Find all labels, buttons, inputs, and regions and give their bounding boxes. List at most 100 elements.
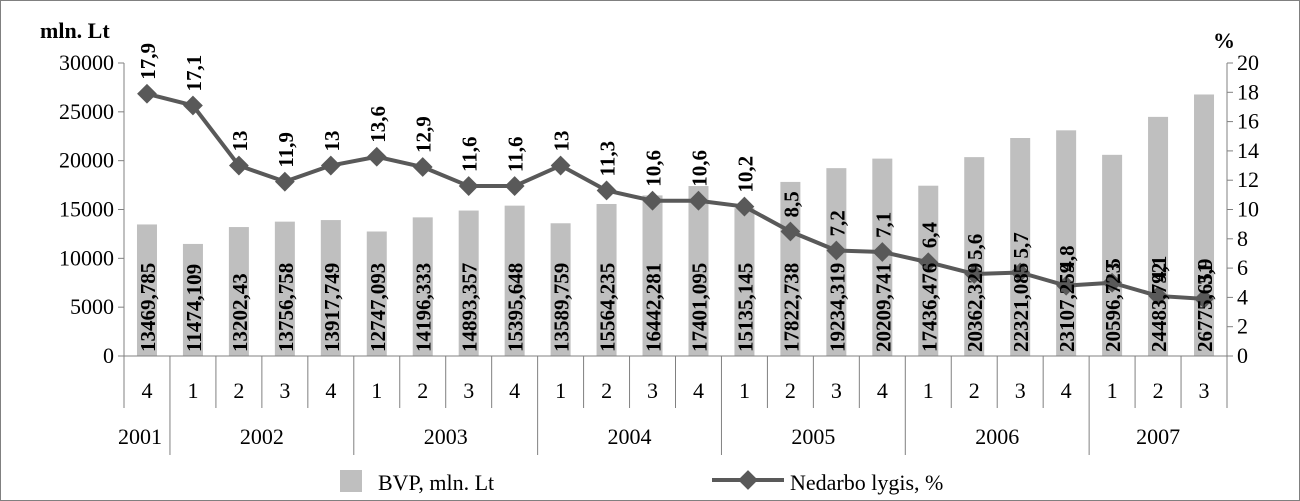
point-unemployment (918, 252, 939, 273)
left-tick-label: 25000 (59, 99, 114, 124)
bar-bvp (826, 168, 847, 356)
right-tick-label: 6 (1237, 255, 1248, 280)
legend-label-unemployment: Nedarbo lygis, % (790, 470, 943, 495)
quarter-label: 3 (1199, 378, 1210, 403)
line-value-label: 4,8 (1055, 245, 1079, 271)
point-unemployment (1148, 286, 1168, 306)
line-value-label: 5 (1101, 258, 1125, 269)
right-tick-label: 4 (1237, 284, 1248, 309)
right-tick-label: 18 (1237, 79, 1259, 104)
bar-value-label: 15564,235 (596, 263, 620, 352)
right-tick-label: 0 (1237, 343, 1248, 368)
labels-layer: 13469,785 11474,109 13202,43 13756,758 13917… (136, 43, 1217, 352)
year-label: 2007 (1136, 424, 1180, 449)
bar-value-label: 15395,648 (504, 263, 528, 352)
line-value-label: 10,2 (733, 156, 757, 193)
bar-value-label: 17436,476 (917, 263, 941, 352)
bar-value-label: 26775,651 (1193, 263, 1217, 352)
bar-bvp (228, 227, 249, 356)
quarter-label: 3 (279, 378, 290, 403)
bar-value-label: 24483,792 (1147, 263, 1171, 352)
bar-value-label: 15135,145 (733, 263, 757, 352)
point-unemployment (1102, 272, 1123, 293)
quarter-label: 3 (1015, 378, 1026, 403)
right-tick-label: 2 (1237, 314, 1248, 339)
bar-bvp (1102, 154, 1123, 356)
bar-bvp (734, 208, 755, 356)
line-value-label: 4,1 (1147, 256, 1171, 282)
legend-swatch-bvp (340, 470, 362, 492)
bar-value-label: 16442,281 (642, 263, 666, 352)
bar-value-label: 13202,43 (228, 273, 252, 352)
year-label: 2006 (975, 424, 1019, 449)
bar-value-label: 11474,109 (182, 264, 206, 352)
line-value-label: 13 (550, 131, 574, 152)
bar-value-label: 13917,749 (320, 263, 344, 352)
quarter-label: 4 (877, 378, 888, 403)
bar-bvp (136, 224, 157, 356)
year-label: 2004 (608, 424, 652, 449)
bar-value-label: 20209,741 (871, 263, 895, 352)
right-tick-label: 8 (1237, 226, 1248, 251)
bar-bvp (274, 221, 295, 356)
line-value-label: 11,6 (504, 136, 528, 172)
bar-bvp (964, 157, 985, 356)
quarter-label: 3 (463, 378, 474, 403)
point-unemployment (274, 171, 295, 192)
right-axis-title: % (1213, 28, 1235, 53)
line-value-label: 11,3 (596, 141, 620, 177)
bar-bvp (412, 217, 433, 356)
bar-value-label: 20596,723 (1101, 263, 1125, 352)
quarter-label: 2 (785, 378, 796, 403)
bar-value-label: 23107,259 (1055, 263, 1079, 352)
line-value-label: 7,2 (825, 210, 849, 236)
bar-bvp (1010, 137, 1031, 356)
line-value-label: 10,6 (642, 150, 666, 187)
quarter-label: 3 (647, 378, 658, 403)
bar-value-label: 20362,329 (963, 263, 987, 352)
line-value-label: 13,6 (366, 106, 390, 143)
bar-bvp (550, 223, 571, 356)
quarter-label: 3 (831, 378, 842, 403)
bar-bvp (320, 220, 341, 356)
quarter-label: 1 (187, 378, 198, 403)
line-value-label: 7,1 (871, 212, 895, 238)
line-value-label: 10,6 (687, 150, 711, 187)
quarter-label: 2 (969, 378, 980, 403)
bar-bvp (182, 243, 203, 356)
line-value-label: 8,5 (779, 191, 803, 217)
bar-bvp (688, 186, 709, 356)
bar-bvp (504, 205, 525, 356)
line-value-label: 12,9 (412, 116, 436, 153)
quarter-label: 1 (1107, 378, 1118, 403)
quarter-label: 1 (555, 378, 566, 403)
left-tick-label: 30000 (59, 50, 114, 75)
left-axis-title: mln. Lt (40, 18, 110, 43)
point-unemployment (412, 157, 433, 177)
bar-bvp (458, 210, 479, 356)
quarter-label: 4 (693, 378, 704, 403)
bar-value-label: 17401,095 (687, 263, 711, 352)
bar-value-label: 12747,093 (366, 263, 390, 352)
point-unemployment (320, 155, 341, 176)
line-value-label: 17,9 (136, 43, 160, 80)
right-tick-label: 14 (1237, 138, 1259, 163)
line-value-label: 11,6 (458, 136, 482, 172)
right-tick-label: 12 (1237, 167, 1259, 192)
left-tick-label: 20000 (59, 148, 114, 173)
line-value-label: 3,9 (1193, 259, 1217, 285)
quarter-label: 4 (141, 378, 152, 403)
left-tick-label: 0 (103, 343, 114, 368)
right-tick-label: 16 (1237, 109, 1259, 134)
bar-bvp (596, 203, 617, 356)
quarter-label: 2 (601, 378, 612, 403)
left-tick-label: 5000 (70, 294, 114, 319)
point-unemployment (366, 146, 387, 167)
bars-layer (136, 94, 1215, 356)
legend: BVP, mln. Lt Nedarbo lygis, % (340, 470, 943, 495)
bar-value-label: 17822,738 (779, 263, 803, 352)
legend-label-bvp: BVP, mln. Lt (378, 470, 494, 495)
quarter-label: 1 (371, 378, 382, 403)
